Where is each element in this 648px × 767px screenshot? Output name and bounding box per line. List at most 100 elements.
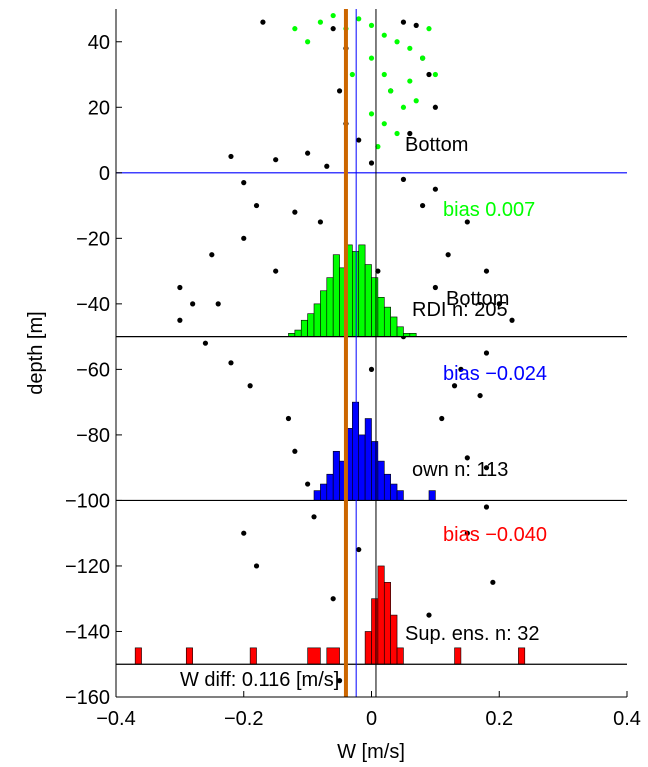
y-tick-label: −120 (65, 556, 110, 578)
scatter-point (368, 160, 375, 166)
scatter-point (260, 19, 266, 25)
histogram-bar (300, 319, 308, 337)
histogram-bar (371, 277, 379, 337)
scatter-point (483, 350, 490, 356)
scatter-point (368, 22, 375, 28)
x-tick-label: −0.2 (224, 708, 263, 730)
scatter-point (285, 415, 292, 422)
histogram-bar (313, 490, 321, 501)
histogram-bar (307, 313, 315, 337)
scatter-point (330, 12, 336, 19)
scatter-point (215, 301, 221, 307)
x-tick-label: −0.4 (96, 708, 135, 730)
histogram-bar (332, 450, 340, 501)
scatter-point (305, 481, 311, 487)
histogram-bar (185, 647, 193, 665)
scatter-point (336, 88, 343, 94)
y-axis-label: depth [m] (25, 311, 47, 394)
histogram-bar (364, 418, 372, 501)
scatter-point (228, 153, 234, 160)
annotation: bias −0.024 (443, 363, 547, 385)
histogram-bar (320, 290, 328, 337)
annotation: bias 0.007 (443, 199, 535, 221)
scatter-point (407, 45, 413, 51)
scatter-point (247, 383, 253, 389)
x-axis-label: W [m/s] (337, 741, 405, 763)
scatter-point (177, 317, 183, 323)
scatter-point (432, 186, 438, 192)
histogram-bar (320, 483, 328, 501)
scatter-point (292, 26, 298, 32)
scatter-point (400, 104, 407, 110)
histogram-bar (396, 490, 404, 501)
histogram-bar (352, 251, 360, 337)
histogram-bar (383, 473, 391, 501)
histogram-bar (377, 460, 385, 501)
scatter-point (368, 111, 375, 117)
histogram-bar (396, 326, 404, 337)
histogram-bar (249, 647, 257, 665)
annotation: Bottom (405, 134, 468, 156)
scatter-point (368, 55, 375, 61)
scatter-point (432, 71, 438, 78)
scatter-point (413, 22, 419, 28)
scatter-point (439, 415, 445, 422)
scatter-point (483, 504, 490, 510)
x-tick-label: 0.4 (613, 708, 641, 730)
histogram-bar (326, 277, 334, 337)
scatter-point (426, 71, 432, 78)
scatter-point (190, 301, 196, 307)
annotation: bias −0.040 (443, 524, 547, 546)
scatter-point (273, 268, 279, 274)
scatter-point (388, 88, 394, 94)
y-tick-label: 0 (99, 163, 110, 185)
histogram-bar (390, 316, 398, 337)
histogram-bar (352, 401, 360, 501)
histogram-bar (307, 647, 321, 665)
histogram-bar (454, 647, 462, 665)
scatter-point (241, 180, 247, 186)
scatter-point (311, 514, 317, 520)
scatter-point (477, 392, 483, 399)
histogram-bar (358, 244, 366, 337)
scatter-point (483, 465, 490, 471)
y-tick-label: −80 (76, 425, 110, 447)
histogram-bar (326, 473, 334, 501)
annotation: Bottom (446, 288, 509, 310)
scatter-point (202, 340, 209, 346)
scatter-point (375, 268, 381, 274)
histogram-bar (383, 582, 391, 665)
y-tick-label: 20 (88, 97, 110, 119)
scatter-point (336, 678, 343, 684)
scatter-point (241, 235, 247, 241)
histogram-bar (134, 647, 142, 665)
y-tick-label: −140 (65, 621, 110, 643)
scatter-point (356, 137, 362, 143)
histogram-bar (383, 306, 391, 337)
x-tick-label: 0.2 (485, 708, 513, 730)
y-tick-label: −100 (65, 490, 110, 512)
scatter-point (400, 19, 407, 25)
scatter-point (356, 16, 362, 22)
scatter-point (375, 144, 381, 150)
scatter-point (432, 104, 438, 110)
scatter-point (407, 78, 413, 84)
scatter-point (253, 563, 260, 569)
y-tick-label: −160 (65, 687, 110, 709)
histogram-bar (364, 264, 372, 337)
scatter-point (483, 268, 490, 274)
scatter-point (490, 579, 496, 585)
scatter-point (177, 284, 183, 291)
scatter-point (451, 383, 458, 389)
histogram-bar (326, 647, 340, 665)
scatter-point (420, 202, 426, 209)
y-tick-label: −60 (76, 359, 110, 381)
scatter-point (381, 71, 387, 78)
scatter-point (464, 455, 470, 461)
scatter-point (394, 39, 400, 45)
histogram-bar (332, 254, 340, 337)
scatter-point (509, 317, 515, 323)
annotation: own n: 113 (412, 459, 508, 481)
annotation: RDI n: 205 (412, 299, 508, 321)
